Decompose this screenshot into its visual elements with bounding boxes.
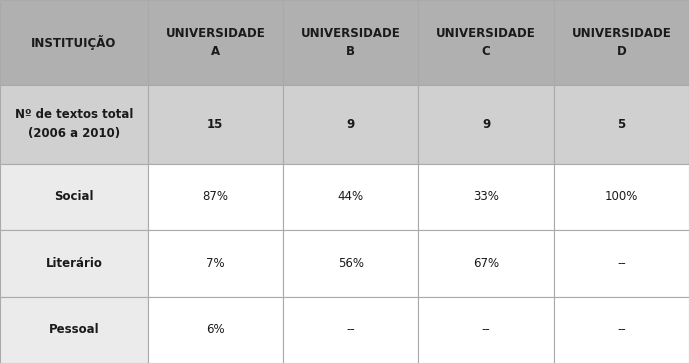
Text: 67%: 67%	[473, 257, 499, 270]
Text: UNIVERSIDADE
D: UNIVERSIDADE D	[571, 27, 671, 58]
Text: Social: Social	[54, 190, 94, 203]
Text: 100%: 100%	[605, 190, 638, 203]
Text: 6%: 6%	[206, 323, 225, 336]
Bar	[418, 163, 554, 230]
Text: 9: 9	[482, 118, 490, 131]
Bar	[283, 0, 418, 85]
Text: 15: 15	[207, 118, 223, 131]
Text: INSTITUIÇÃO: INSTITUIÇÃO	[31, 35, 116, 50]
Text: 87%: 87%	[203, 190, 228, 203]
Bar	[0, 85, 147, 163]
Bar	[0, 163, 147, 230]
Text: Literário: Literário	[45, 257, 102, 270]
Bar	[0, 0, 147, 85]
Text: UNIVERSIDADE
B: UNIVERSIDADE B	[301, 27, 400, 58]
Bar	[147, 230, 283, 297]
Text: --: --	[617, 323, 626, 336]
Text: 7%: 7%	[206, 257, 225, 270]
Text: 5: 5	[617, 118, 626, 131]
Text: Pessoal: Pessoal	[48, 323, 99, 336]
Bar	[554, 0, 689, 85]
Text: --: --	[617, 257, 626, 270]
Bar	[554, 297, 689, 363]
Text: 56%: 56%	[338, 257, 364, 270]
Bar	[283, 85, 418, 163]
Text: 9: 9	[347, 118, 355, 131]
Bar	[283, 230, 418, 297]
Bar	[418, 85, 554, 163]
Bar	[147, 0, 283, 85]
Bar	[147, 297, 283, 363]
Bar	[554, 230, 689, 297]
Bar	[418, 230, 554, 297]
Bar	[554, 85, 689, 163]
Bar	[147, 85, 283, 163]
Bar	[418, 297, 554, 363]
Text: 44%: 44%	[338, 190, 364, 203]
Bar	[554, 163, 689, 230]
Bar	[283, 163, 418, 230]
Text: --: --	[482, 323, 491, 336]
Bar	[147, 163, 283, 230]
Text: 33%: 33%	[473, 190, 499, 203]
Text: UNIVERSIDADE
C: UNIVERSIDADE C	[436, 27, 536, 58]
Text: Nº de textos total
(2006 a 2010): Nº de textos total (2006 a 2010)	[14, 109, 133, 140]
Text: UNIVERSIDADE
A: UNIVERSIDADE A	[165, 27, 265, 58]
Bar	[0, 230, 147, 297]
Bar	[418, 0, 554, 85]
Bar	[283, 297, 418, 363]
Text: --: --	[347, 323, 355, 336]
Bar	[0, 297, 147, 363]
